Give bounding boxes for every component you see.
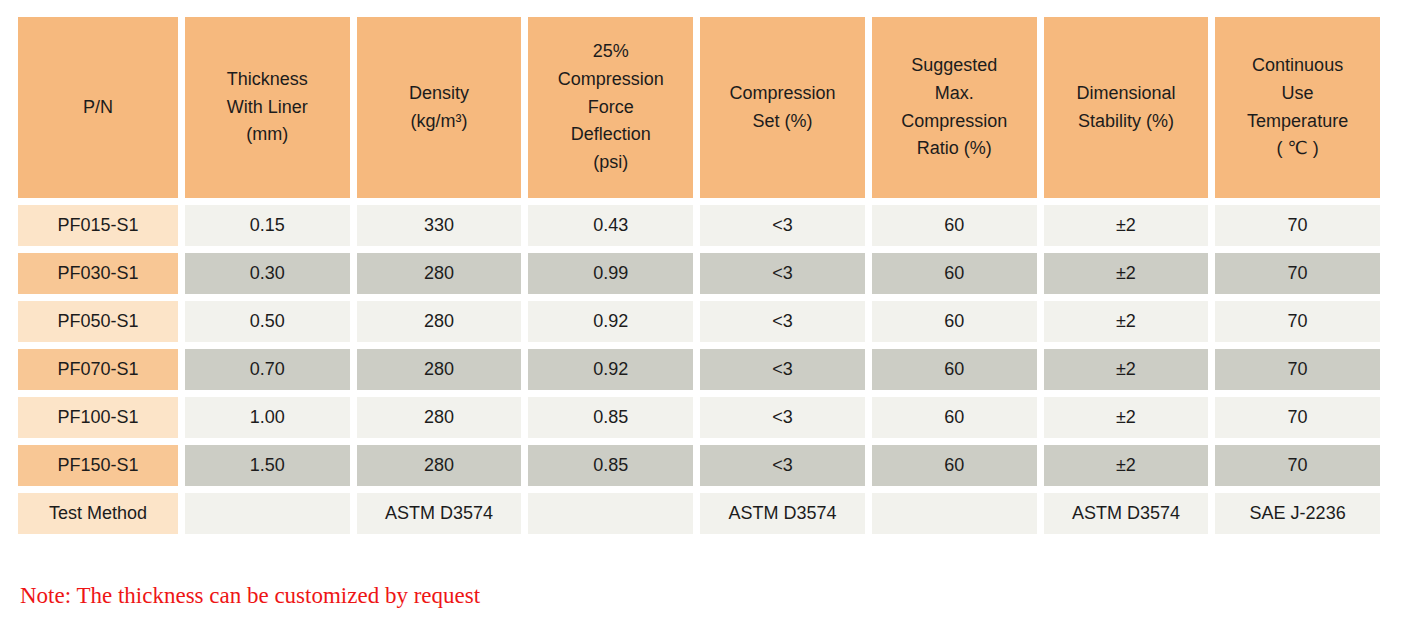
row-label-cell: PF015-S1	[18, 205, 178, 246]
value-cell: 0.85	[528, 445, 693, 486]
value-cell: <3	[700, 445, 865, 486]
value-cell: 0.92	[528, 349, 693, 390]
value-cell: SAE J-2236	[1215, 493, 1380, 534]
value-cell: <3	[700, 301, 865, 342]
datasheet-page: P/N Thickness With Liner (mm) Density (k…	[0, 0, 1408, 622]
value-cell: 60	[872, 205, 1037, 246]
value-cell: 70	[1215, 253, 1380, 294]
value-cell: 0.30	[185, 253, 350, 294]
value-cell: 60	[872, 349, 1037, 390]
header-cell-dimensional-stability: Dimensional Stability (%)	[1044, 17, 1209, 198]
value-cell: ±2	[1044, 205, 1209, 246]
value-cell: <3	[700, 397, 865, 438]
value-cell: 70	[1215, 205, 1380, 246]
header-cell-compression-force-deflection: 25% Compression Force Deflection (psi)	[528, 17, 693, 198]
row-label-cell: PF070-S1	[18, 349, 178, 390]
value-cell: 0.99	[528, 253, 693, 294]
header-cell-thickness: Thickness With Liner (mm)	[185, 17, 350, 198]
value-cell: 1.50	[185, 445, 350, 486]
value-cell: 70	[1215, 349, 1380, 390]
header-cell-temperature: Continuous Use Temperature ( ℃ )	[1215, 17, 1380, 198]
header-cell-density: Density (kg/m³)	[357, 17, 522, 198]
value-cell: ±2	[1044, 349, 1209, 390]
header-cell-pn: P/N	[18, 17, 178, 198]
value-cell: 1.00	[185, 397, 350, 438]
value-cell: 60	[872, 445, 1037, 486]
value-cell: 280	[357, 301, 522, 342]
value-cell: ASTM D3574	[700, 493, 865, 534]
value-cell: 280	[357, 397, 522, 438]
value-cell: ±2	[1044, 397, 1209, 438]
customization-note: Note: The thickness can be customized by…	[20, 583, 480, 609]
value-cell	[528, 493, 693, 534]
value-cell	[185, 493, 350, 534]
value-cell: <3	[700, 349, 865, 390]
value-cell: 0.50	[185, 301, 350, 342]
value-cell: ±2	[1044, 253, 1209, 294]
value-cell	[872, 493, 1037, 534]
value-cell: 70	[1215, 301, 1380, 342]
value-cell: ±2	[1044, 445, 1209, 486]
value-cell: 60	[872, 253, 1037, 294]
row-label-cell: PF050-S1	[18, 301, 178, 342]
value-cell: ±2	[1044, 301, 1209, 342]
value-cell: 60	[872, 301, 1037, 342]
value-cell: 60	[872, 397, 1037, 438]
value-cell: 70	[1215, 445, 1380, 486]
value-cell: 0.15	[185, 205, 350, 246]
value-cell: <3	[700, 205, 865, 246]
value-cell: 0.92	[528, 301, 693, 342]
value-cell: 70	[1215, 397, 1380, 438]
row-label-cell: Test Method	[18, 493, 178, 534]
value-cell: 280	[357, 349, 522, 390]
value-cell: ASTM D3574	[357, 493, 522, 534]
value-cell: 0.70	[185, 349, 350, 390]
row-label-cell: PF100-S1	[18, 397, 178, 438]
value-cell: 0.85	[528, 397, 693, 438]
spec-table: P/N Thickness With Liner (mm) Density (k…	[18, 17, 1380, 534]
header-cell-max-compression-ratio: Suggested Max. Compression Ratio (%)	[872, 17, 1037, 198]
value-cell: 0.43	[528, 205, 693, 246]
row-label-cell: PF030-S1	[18, 253, 178, 294]
value-cell: ASTM D3574	[1044, 493, 1209, 534]
row-label-cell: PF150-S1	[18, 445, 178, 486]
value-cell: 280	[357, 445, 522, 486]
header-cell-compression-set: Compression Set (%)	[700, 17, 865, 198]
value-cell: <3	[700, 253, 865, 294]
value-cell: 330	[357, 205, 522, 246]
value-cell: 280	[357, 253, 522, 294]
